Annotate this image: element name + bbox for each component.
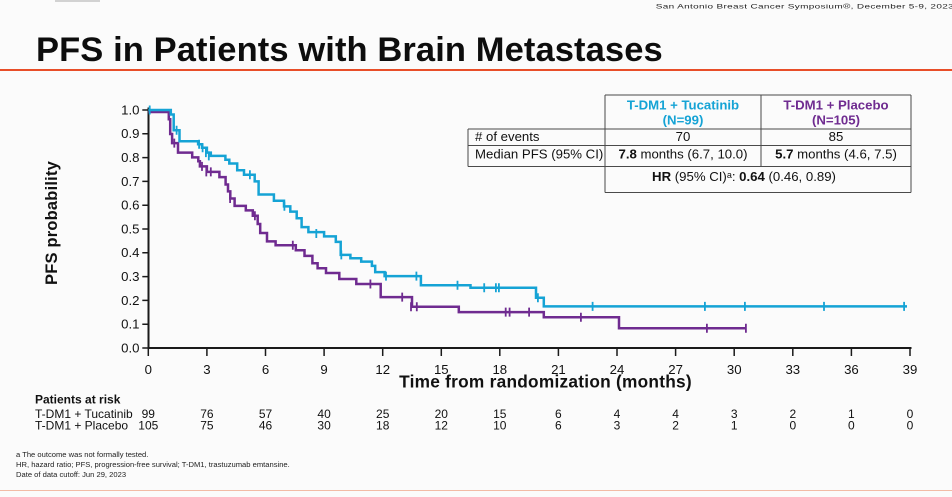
svg-text:4: 4 bbox=[672, 407, 679, 421]
svg-text:0.2: 0.2 bbox=[121, 293, 139, 308]
svg-text:3: 3 bbox=[203, 362, 210, 377]
svg-text:0.0: 0.0 bbox=[121, 340, 139, 355]
svg-text:1: 1 bbox=[731, 418, 738, 432]
svg-text:46: 46 bbox=[259, 418, 273, 432]
svg-text:6: 6 bbox=[555, 407, 562, 421]
svg-text:0: 0 bbox=[848, 418, 855, 432]
svg-text:18: 18 bbox=[376, 418, 390, 432]
svg-text:0.6: 0.6 bbox=[121, 198, 139, 213]
svg-text:T-DM1 + Placebo: T-DM1 + Placebo bbox=[783, 98, 888, 113]
svg-text:(N=99): (N=99) bbox=[663, 113, 704, 128]
svg-text:12: 12 bbox=[375, 362, 390, 377]
svg-text:39: 39 bbox=[903, 362, 918, 377]
svg-text:76: 76 bbox=[200, 407, 214, 421]
svg-text:0.8: 0.8 bbox=[121, 150, 139, 165]
svg-text:15: 15 bbox=[434, 362, 449, 377]
svg-text:9: 9 bbox=[320, 362, 327, 377]
svg-text:0: 0 bbox=[145, 362, 152, 377]
svg-text:99: 99 bbox=[142, 407, 156, 421]
svg-text:Time from randomization (month: Time from randomization (months) bbox=[399, 372, 692, 392]
svg-text:105: 105 bbox=[138, 418, 158, 432]
svg-text:15: 15 bbox=[493, 407, 507, 421]
svg-text:3: 3 bbox=[731, 407, 738, 421]
svg-text:10: 10 bbox=[493, 418, 507, 432]
svg-text:# of events: # of events bbox=[475, 129, 540, 144]
svg-text:40: 40 bbox=[317, 407, 331, 421]
svg-text:Median PFS (95% CI): Median PFS (95% CI) bbox=[475, 147, 603, 162]
svg-text:4: 4 bbox=[614, 407, 621, 421]
svg-text:7.8 months (6.7, 10.0): 7.8 months (6.7, 10.0) bbox=[618, 147, 747, 162]
svg-text:21: 21 bbox=[551, 362, 566, 377]
svg-text:3: 3 bbox=[614, 418, 621, 432]
svg-text:85: 85 bbox=[829, 129, 844, 144]
svg-text:30: 30 bbox=[727, 362, 742, 377]
svg-text:18: 18 bbox=[492, 362, 507, 377]
svg-text:25: 25 bbox=[376, 407, 390, 421]
svg-text:T-DM1 + Tucatinib: T-DM1 + Tucatinib bbox=[627, 98, 739, 113]
svg-text:2: 2 bbox=[789, 407, 796, 421]
svg-text:6: 6 bbox=[555, 418, 562, 432]
svg-text:(N=105): (N=105) bbox=[812, 113, 860, 128]
svg-text:27: 27 bbox=[668, 362, 683, 377]
svg-text:70: 70 bbox=[676, 129, 691, 144]
svg-text:0.4: 0.4 bbox=[121, 245, 139, 260]
svg-text:75: 75 bbox=[200, 418, 214, 432]
svg-text:30: 30 bbox=[317, 418, 331, 432]
svg-text:24: 24 bbox=[610, 362, 625, 377]
svg-text:0.7: 0.7 bbox=[121, 174, 139, 189]
svg-text:1: 1 bbox=[848, 407, 855, 421]
svg-text:36: 36 bbox=[844, 362, 859, 377]
svg-text:T-DM1 + Placebo: T-DM1 + Placebo bbox=[35, 418, 128, 432]
svg-text:33: 33 bbox=[785, 362, 800, 377]
svg-text:5.7 months (4.6, 7.5): 5.7 months (4.6, 7.5) bbox=[775, 147, 897, 162]
svg-text:0: 0 bbox=[789, 418, 796, 432]
svg-text:PFS probability: PFS probability bbox=[43, 160, 61, 285]
svg-text:1.0: 1.0 bbox=[121, 102, 139, 117]
svg-text:T-DM1 + Tucatinib: T-DM1 + Tucatinib bbox=[35, 407, 133, 421]
svg-text:57: 57 bbox=[259, 407, 273, 421]
svg-text:0: 0 bbox=[907, 418, 914, 432]
svg-text:Patients at risk: Patients at risk bbox=[35, 393, 121, 407]
svg-text:HR (95% CI)a: 0.64 (0.46, 0.89: HR (95% CI)a: 0.64 (0.46, 0.89) bbox=[652, 169, 836, 184]
svg-text:0.1: 0.1 bbox=[121, 317, 139, 332]
svg-text:0.5: 0.5 bbox=[121, 221, 139, 236]
svg-text:0.3: 0.3 bbox=[121, 269, 139, 284]
svg-text:20: 20 bbox=[435, 407, 449, 421]
svg-text:2: 2 bbox=[672, 418, 679, 432]
svg-text:6: 6 bbox=[262, 362, 269, 377]
svg-text:0.9: 0.9 bbox=[121, 126, 139, 141]
svg-text:12: 12 bbox=[435, 418, 449, 432]
svg-text:0: 0 bbox=[907, 407, 914, 421]
